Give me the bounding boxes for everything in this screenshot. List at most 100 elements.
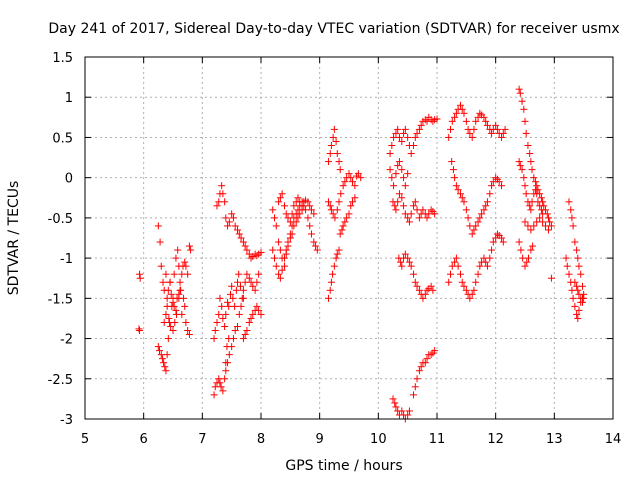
data-point xyxy=(221,198,229,206)
data-point xyxy=(213,318,221,326)
data-point xyxy=(521,262,529,270)
data-point xyxy=(518,97,526,105)
data-point xyxy=(231,302,239,310)
data-point xyxy=(427,206,435,214)
data-point xyxy=(210,335,218,343)
data-point xyxy=(452,254,460,262)
data-point xyxy=(163,302,171,310)
grid xyxy=(85,57,613,419)
data-point xyxy=(160,359,168,367)
data-point xyxy=(427,282,435,290)
data-point xyxy=(245,250,253,258)
data-point xyxy=(229,335,237,343)
x-tick-label: 13 xyxy=(546,432,563,447)
data-point xyxy=(390,133,398,141)
y-tick-label: 0.5 xyxy=(52,131,73,146)
data-point xyxy=(413,375,421,383)
data-point xyxy=(329,210,337,218)
data-point xyxy=(170,270,178,278)
data-point xyxy=(520,174,528,182)
data-point xyxy=(578,282,586,290)
data-point xyxy=(569,294,577,302)
data-point xyxy=(451,258,459,266)
data-point xyxy=(388,141,396,149)
data-point xyxy=(495,178,503,186)
data-point xyxy=(269,246,277,254)
data-point xyxy=(218,182,226,190)
data-point xyxy=(474,113,482,121)
data-point xyxy=(231,222,239,230)
data-point xyxy=(407,210,415,218)
data-point xyxy=(228,210,236,218)
data-point xyxy=(243,270,251,278)
data-point xyxy=(304,214,312,222)
data-point xyxy=(272,262,280,270)
data-point xyxy=(449,166,457,174)
data-point xyxy=(237,302,245,310)
data-point xyxy=(275,198,283,206)
data-point xyxy=(533,190,541,198)
data-point xyxy=(569,222,577,230)
data-point xyxy=(446,125,454,133)
data-point xyxy=(413,282,421,290)
data-point xyxy=(492,234,500,242)
data-point xyxy=(468,230,476,238)
data-point xyxy=(419,206,427,214)
data-point xyxy=(178,270,186,278)
data-point xyxy=(539,218,547,226)
data-point xyxy=(239,335,247,343)
data-point xyxy=(216,294,224,302)
data-point xyxy=(451,174,459,182)
data-point xyxy=(460,198,468,206)
data-point xyxy=(290,202,298,210)
data-point xyxy=(578,298,586,306)
data-point xyxy=(177,286,185,294)
data-point xyxy=(215,310,223,318)
data-point xyxy=(530,174,538,182)
data-point xyxy=(391,202,399,210)
data-point xyxy=(499,238,507,246)
data-point xyxy=(528,198,536,206)
data-point xyxy=(349,178,357,186)
data-point xyxy=(304,198,312,206)
data-point xyxy=(270,254,278,262)
data-point xyxy=(401,250,409,258)
data-point xyxy=(411,383,419,391)
data-point xyxy=(486,254,494,262)
data-point xyxy=(454,262,462,270)
data-point xyxy=(345,210,353,218)
x-tick-label: 7 xyxy=(198,432,206,447)
data-point xyxy=(282,210,290,218)
data-point xyxy=(395,158,403,166)
data-point xyxy=(563,262,571,270)
data-point xyxy=(568,214,576,222)
data-point xyxy=(174,246,182,254)
data-point xyxy=(249,310,257,318)
data-point xyxy=(157,262,165,270)
data-point xyxy=(404,214,412,222)
data-point xyxy=(164,335,172,343)
data-point xyxy=(571,278,579,286)
data-point xyxy=(290,222,298,230)
data-point xyxy=(421,290,429,298)
data-point xyxy=(575,262,583,270)
data-point xyxy=(237,234,245,242)
data-point xyxy=(419,294,427,302)
data-point xyxy=(498,133,506,141)
data-point xyxy=(395,133,403,141)
data-point xyxy=(492,174,500,182)
data-point xyxy=(338,226,346,234)
data-point xyxy=(172,306,180,314)
data-point xyxy=(171,318,179,326)
data-point xyxy=(269,206,277,214)
data-point xyxy=(537,194,545,202)
data-point xyxy=(417,363,425,371)
data-point xyxy=(326,150,334,158)
data-point xyxy=(282,246,290,254)
data-point xyxy=(257,248,265,256)
data-point xyxy=(451,113,459,121)
data-point xyxy=(333,206,341,214)
data-point xyxy=(574,254,582,262)
data-point xyxy=(468,133,476,141)
data-point xyxy=(170,302,178,310)
